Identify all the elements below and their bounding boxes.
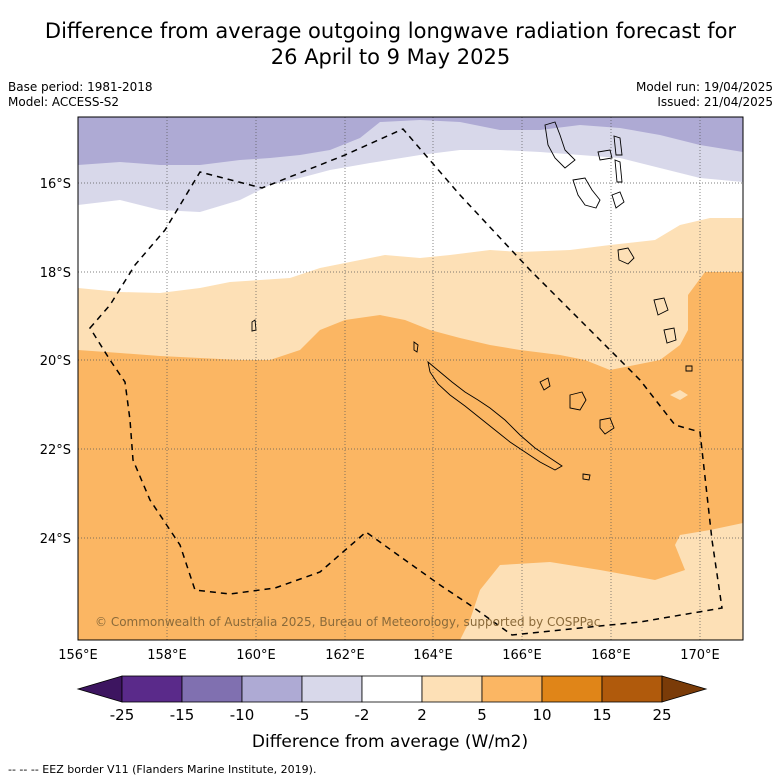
- lon-label: 160°E: [236, 648, 276, 663]
- colorbar-tick-label: -5: [295, 706, 310, 724]
- colorbar-segment: [541, 675, 603, 703]
- lat-label: 24°S: [40, 532, 71, 547]
- lat-label: 18°S: [40, 266, 71, 281]
- colorbar-segment: [241, 675, 303, 703]
- colorbar-segment: [181, 675, 243, 703]
- coastlines: [251, 121, 693, 481]
- efate: [611, 191, 625, 209]
- issued-date: Issued: 21/04/2025: [657, 95, 773, 109]
- colorbar-extend-high: [661, 675, 708, 703]
- new-caledonia-island: [427, 360, 563, 471]
- tanna: [653, 297, 669, 316]
- colorbar-tick-label: 25: [652, 706, 671, 724]
- matthew-island: [685, 365, 693, 372]
- meta-left: Base period: 1981-2018 Model: ACCESS-S2: [8, 80, 153, 110]
- pentecost: [614, 159, 623, 183]
- aneityum: [663, 327, 677, 344]
- lon-label: 162°E: [325, 648, 365, 663]
- lon-label: 164°E: [413, 648, 453, 663]
- espiritu-santo: [544, 121, 576, 169]
- band-2-5-south: [460, 523, 743, 640]
- colorbar-tick-label: 2: [417, 706, 427, 724]
- eez-footnote: -- -- -- EEZ border V11 (Flanders Marine…: [8, 763, 317, 776]
- band-2-5-patch: [670, 390, 688, 400]
- colorbar-tick-label: 5: [477, 706, 487, 724]
- meta-right: Model run: 19/04/2025 Issued: 21/04/2025: [636, 80, 773, 110]
- belep-islands: [413, 341, 419, 353]
- eez-border: [89, 128, 723, 636]
- colorbar-tick-label: -2: [355, 706, 370, 724]
- lat-label: 22°S: [40, 443, 71, 458]
- graticule: [78, 117, 743, 640]
- colorbar-tick-label: 10: [532, 706, 551, 724]
- colorbar-segment: [361, 675, 423, 703]
- lon-label: 158°E: [147, 648, 187, 663]
- erromango: [617, 247, 635, 265]
- lat-label: 20°S: [40, 354, 71, 369]
- model-run: Model run: 19/04/2025: [635, 80, 773, 94]
- colorbar-label: Difference from average (W/m2): [252, 732, 528, 752]
- colorbar: -25 -15 -10 -5 -2 2 5 10 15 25: [76, 675, 708, 724]
- loyalty-lifou: [599, 417, 615, 435]
- lat-label: 16°S: [40, 177, 71, 192]
- lon-label: 168°E: [591, 648, 631, 663]
- chesterfield: [251, 319, 257, 332]
- map-frame: [77, 116, 744, 641]
- lon-labels: 156°E 158°E 160°E 162°E 164°E 166°E 168°…: [58, 648, 720, 663]
- colorbar-extend-low: [76, 675, 123, 703]
- title-line-2: 26 April to 9 May 2025: [270, 45, 511, 69]
- lon-label: 156°E: [58, 648, 98, 663]
- maewo: [613, 135, 623, 156]
- colorbar-segment: [481, 675, 543, 703]
- title-line-1: Difference from average outgoing longwav…: [44, 19, 737, 43]
- colorbar-segment: [601, 675, 663, 703]
- loyalty-ouvea: [539, 377, 551, 391]
- copyright-text: © Commonwealth of Australia 2025, Bureau…: [95, 615, 600, 629]
- colorbar-segment: [301, 675, 363, 703]
- lon-label: 170°E: [680, 648, 720, 663]
- base-period: Base period: 1981-2018: [8, 80, 153, 94]
- ambae: [597, 149, 613, 161]
- isle-of-pines: [582, 473, 591, 481]
- figure-title: Difference from average outgoing longwav…: [0, 18, 781, 70]
- colorbar-tick-label: -25: [110, 706, 135, 724]
- lon-label: 166°E: [502, 648, 542, 663]
- colorbar-tick-label: 15: [592, 706, 611, 724]
- model-name: Model: ACCESS-S2: [8, 95, 120, 109]
- colorbar-tick-label: -10: [230, 706, 255, 724]
- band-neg10-neg5: [78, 117, 743, 165]
- colorbar-tick-label: -15: [170, 706, 195, 724]
- olr-anomaly-field: [78, 117, 743, 640]
- malakula: [572, 177, 601, 209]
- colorbar-segment: [421, 675, 483, 703]
- colorbar-segment: [121, 675, 183, 703]
- lat-labels: 16°S 18°S 20°S 22°S 24°S: [40, 177, 71, 547]
- loyalty-maré: [569, 391, 587, 411]
